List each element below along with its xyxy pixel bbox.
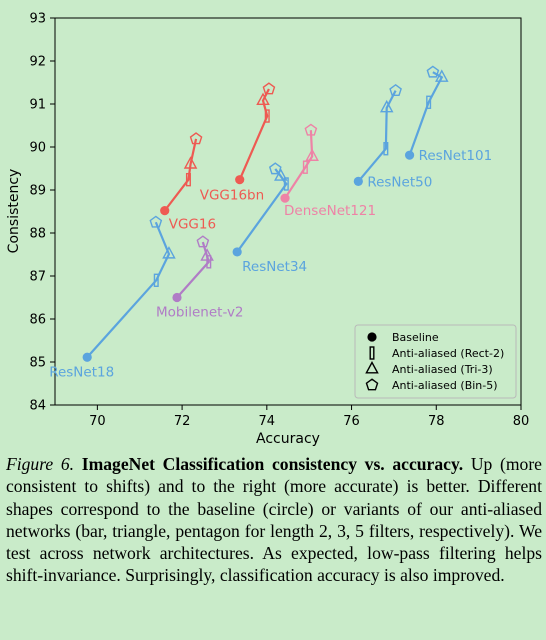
densenet121-point-baseline bbox=[280, 193, 290, 203]
mobilenet-v2-point-tri-3 bbox=[200, 248, 214, 261]
series-layer: ResNet18 ResNet34 ResNet50 ResNet101 VGG16 VG… bbox=[49, 65, 493, 380]
mobilenet-v2-label: Mobilenet-v2 bbox=[156, 305, 244, 321]
vgg16-point-baseline bbox=[160, 206, 170, 216]
y-tick-label: 87 bbox=[29, 270, 46, 285]
vgg16bn-point-tri-3 bbox=[256, 92, 270, 106]
mobilenet-v2-point-rect-2 bbox=[206, 255, 212, 269]
series-vgg16: VGG16 bbox=[160, 132, 216, 233]
vgg16-line bbox=[163, 138, 198, 212]
vgg16bn-point-baseline bbox=[235, 175, 245, 185]
caption-figure-label: Figure 6. bbox=[6, 454, 75, 474]
resnet18-point-tri-3 bbox=[162, 246, 176, 259]
legend-label-tri3: Anti-aliased (Tri-3) bbox=[392, 363, 493, 376]
resnet34-point-rect-2 bbox=[283, 177, 289, 191]
legend-label-rect2: Anti-aliased (Rect-2) bbox=[392, 347, 504, 360]
x-tick-label: 76 bbox=[343, 414, 360, 429]
vgg16bn-point-rect-2 bbox=[264, 109, 270, 123]
resnet34-label: ResNet34 bbox=[242, 259, 307, 275]
series-resnet34: ResNet34 bbox=[232, 162, 307, 275]
legend-marker-pentagon bbox=[365, 378, 379, 391]
resnet18-point-bin-5 bbox=[149, 215, 163, 228]
series-resnet18: ResNet18 bbox=[49, 215, 176, 380]
vgg16-point-bin-5 bbox=[189, 132, 203, 145]
y-tick-label: 93 bbox=[29, 12, 46, 27]
y-tick-label: 86 bbox=[29, 313, 46, 328]
resnet50-point-bin-5 bbox=[389, 84, 402, 97]
series-resnet50: ResNet50 bbox=[353, 84, 432, 190]
y-tick-label: 89 bbox=[29, 184, 46, 199]
resnet101-point-baseline bbox=[404, 150, 415, 160]
resnet50-line bbox=[357, 90, 397, 183]
legend-markers bbox=[365, 332, 379, 391]
vgg16bn-point-bin-5 bbox=[262, 82, 276, 95]
mobilenet-v2-point-bin-5 bbox=[196, 235, 210, 248]
legend-label-bin5: Anti-aliased (Bin-5) bbox=[392, 379, 498, 392]
densenet121-point-tri-3 bbox=[305, 148, 319, 161]
mobilenet-v2-point-baseline bbox=[172, 292, 182, 303]
y-tick-label: 90 bbox=[29, 141, 46, 156]
densenet121-point-bin-5 bbox=[304, 123, 318, 136]
legend-box bbox=[354, 324, 517, 399]
y-axis: 84 85 86 87 88 89 90 91 92 93 bbox=[29, 12, 55, 414]
resnet50-label: ResNet50 bbox=[367, 174, 432, 190]
vgg16-point-rect-2 bbox=[185, 172, 191, 187]
legend: Baseline Anti-aliased (Rect-2) Anti-alia… bbox=[354, 324, 517, 399]
y-tick-label: 92 bbox=[29, 55, 46, 70]
consistency-accuracy-chart: 70 72 74 76 78 80 84 85 86 87 88 89 90 91 92 93 ResNet… bbox=[6, 12, 529, 448]
resnet50-point-tri-3 bbox=[379, 99, 394, 113]
densenet121-point-rect-2 bbox=[302, 160, 308, 174]
resnet50-point-rect-2 bbox=[383, 142, 389, 156]
vgg16-point-tri-3 bbox=[183, 156, 198, 169]
caption-body: Up (more consistent to shifts) and to th… bbox=[6, 454, 542, 586]
legend-marker-circle bbox=[367, 332, 377, 342]
resnet18-label: ResNet18 bbox=[49, 364, 114, 380]
legend-marker-triangle bbox=[365, 361, 379, 374]
series-densenet121: DenseNet121 bbox=[280, 123, 376, 219]
vgg16bn-line bbox=[238, 88, 270, 181]
y-tick-label: 84 bbox=[29, 399, 46, 414]
x-tick-label: 80 bbox=[513, 414, 530, 429]
x-tick-label: 70 bbox=[89, 414, 106, 429]
resnet101-point-tri-3 bbox=[435, 69, 449, 82]
resnet101-point-bin-5 bbox=[426, 65, 440, 78]
figure-caption: Figure 6. ImageNet Classification consis… bbox=[6, 453, 542, 587]
resnet18-point-baseline bbox=[82, 352, 92, 362]
y-axis-title: Consistency bbox=[6, 169, 22, 254]
x-axis: 70 72 74 76 78 80 bbox=[89, 405, 529, 429]
vgg16-label: VGG16 bbox=[169, 217, 216, 233]
resnet34-point-baseline bbox=[232, 247, 242, 257]
mobilenet-v2-line bbox=[176, 241, 211, 299]
x-tick-label: 78 bbox=[428, 414, 445, 429]
x-tick-label: 74 bbox=[259, 414, 276, 429]
resnet101-point-rect-2 bbox=[426, 95, 432, 109]
legend-marker-bar bbox=[369, 346, 375, 360]
resnet34-point-tri-3 bbox=[274, 168, 288, 181]
series-mobilenet-v2: Mobilenet-v2 bbox=[156, 235, 244, 321]
densenet121-label: DenseNet121 bbox=[284, 203, 376, 219]
series-resnet101: ResNet101 bbox=[404, 65, 493, 164]
resnet34-point-bin-5 bbox=[268, 162, 282, 175]
x-axis-title: Accuracy bbox=[256, 431, 320, 447]
densenet121-line bbox=[284, 130, 314, 199]
resnet18-point-rect-2 bbox=[153, 273, 159, 287]
series-vgg16bn: VGG16bn bbox=[200, 82, 276, 204]
vgg16bn-label: VGG16bn bbox=[200, 188, 264, 204]
resnet101-label: ResNet101 bbox=[419, 148, 493, 164]
caption-title: ImageNet Classification consistency vs. … bbox=[81, 454, 464, 474]
y-tick-label: 85 bbox=[29, 356, 46, 371]
legend-label-baseline: Baseline bbox=[392, 331, 439, 344]
resnet50-point-baseline bbox=[353, 176, 363, 186]
resnet18-line bbox=[86, 221, 171, 359]
y-tick-label: 88 bbox=[29, 227, 46, 242]
y-tick-label: 91 bbox=[29, 98, 46, 113]
x-tick-label: 72 bbox=[174, 414, 191, 429]
